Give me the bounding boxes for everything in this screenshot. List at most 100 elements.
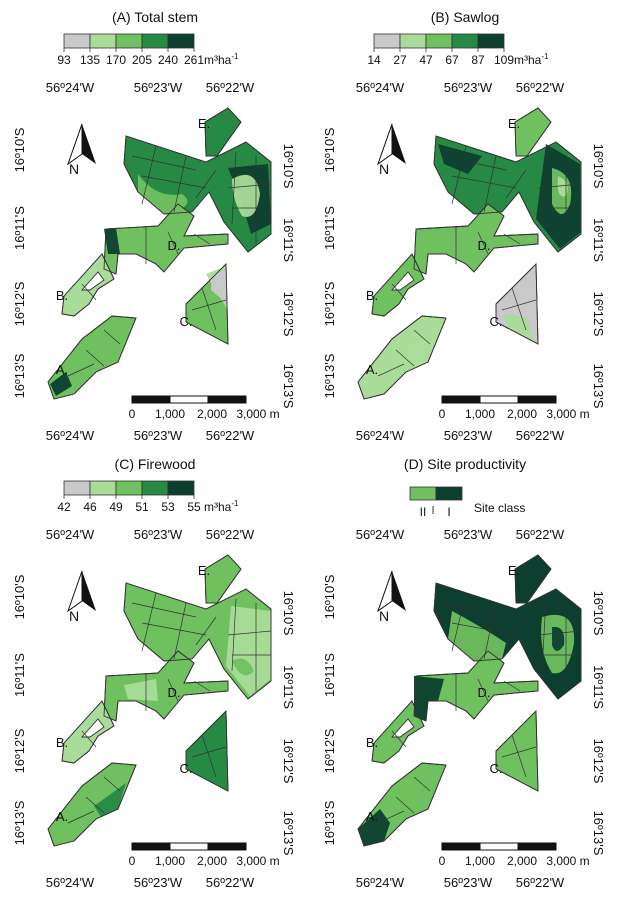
legend-unit: m³ha-1 [204,52,239,67]
latitude-label-right: 16º10'S [281,591,296,636]
north-arrow-icon: N [377,570,407,624]
legend-unit: m³ha-1 [514,52,549,67]
longitude-label-top: 56º24'W [356,527,405,542]
map-panel-4: (D) Site productivity II I Site class 56º24'… [322,456,606,890]
legend-swatch [409,486,437,501]
longitude-label-bottom: 56º24'W [46,875,95,890]
legend-swatch [399,33,427,49]
latitude-label-right: 16º12'S [591,739,606,784]
legend-tick-label: 55 [187,500,201,514]
map-area [357,554,582,847]
north-label: N [379,608,389,624]
legend-tick-label: 87 [471,53,485,67]
value-zone [396,336,428,372]
latitude-label-left: 16º10'S [12,127,27,172]
legend-tick-label: 42 [57,500,71,514]
legend-tick-label: 47 [419,53,433,67]
latitude-label-right: 16º11'S [281,665,296,709]
latitude-label-left: 16º12'S [322,281,337,326]
stand-label: C. [490,314,503,329]
stand-label: D. [168,238,181,253]
scale-bar: 0 1,000 2,000 3,000 m [129,842,280,868]
value-zone [211,269,227,304]
legend-tick-label: 93 [57,53,71,67]
longitude-label-top: 56º24'W [356,80,405,95]
map-area [357,107,582,400]
scale-bar: 0 1,000 2,000 3,000 m [439,395,590,421]
stand-label: D. [478,685,491,700]
latitude-label-left: 16º11'S [12,206,27,250]
latitude-label-left: 16º11'S [322,653,337,697]
stand-label: A. [56,362,68,377]
latitude-label-left: 16º13'S [12,353,27,398]
value-zone [124,679,158,701]
stand-label: C. [180,761,193,776]
value-zone [414,676,444,721]
legend-tick-label: 170 [106,53,126,67]
scale-bar-label: 3,000 m [546,854,589,868]
scale-bar-label: 2,000 [507,407,537,421]
legend-swatch [373,33,401,49]
stand-label: E. [198,563,210,578]
scale-bar-label: 3,000 m [236,407,279,421]
panel-title: (D) Site productivity [404,456,526,472]
legend-swatch [89,480,117,496]
scale-bar-label: 0 [439,407,446,421]
value-zone [438,144,482,174]
longitude-label-top: 56º23'W [134,80,183,95]
stand-label: D. [168,685,181,700]
stand-label: E. [508,116,520,131]
latitude-label-right: 16º13'S [591,364,606,409]
legend-swatch [89,33,117,49]
north-label: N [379,161,389,177]
legend-swatch [63,33,91,49]
latitude-label-right: 16º11'S [591,218,606,262]
value-zone [358,809,390,846]
scale-bar-label: 2,000 [197,407,227,421]
value-zone [104,228,120,254]
north-label: N [69,161,79,177]
latitude-label-left: 16º12'S [12,281,27,326]
latitude-label-right: 16º12'S [281,739,296,784]
stand-label: D. [478,238,491,253]
legend-tick-label: 49 [109,500,123,514]
latitude-label-right: 16º13'S [591,811,606,856]
plot-boundaries [67,145,272,377]
longitude-label-bottom: 56º22'W [516,428,565,443]
scale-bar-label: 3,000 m [236,854,279,868]
longitude-label-bottom: 56º24'W [356,428,405,443]
longitude-label-bottom: 56º23'W [134,428,183,443]
longitude-label-top: 56º23'W [444,80,493,95]
latitude-label-right: 16º13'S [281,364,296,409]
legend-swatch [435,486,463,501]
legend-tick-label: 14 [367,53,381,67]
latitude-label-left: 16º10'S [12,574,27,619]
legend-unit-superscript: -1 [231,52,239,61]
latitude-label-right: 16º10'S [281,144,296,189]
longitude-label-top: 56º22'W [206,527,255,542]
stand-d [103,203,229,275]
scale-bar: 0 1,000 2,000 3,000 m [129,395,280,421]
longitude-label-top: 56º23'W [134,527,183,542]
latitude-label-right: 16º10'S [591,591,606,636]
latitude-label-right: 16º13'S [281,811,296,856]
stand-label: B. [366,735,378,750]
stand-label: E. [508,563,520,578]
longitude-label-bottom: 56º22'W [516,875,565,890]
north-arrow-icon: N [67,123,97,177]
legend-tick-label: 53 [161,500,175,514]
panel-title: (A) Total stem [112,9,198,25]
legend-unit: m³ha-1 [204,499,239,514]
legend-swatch [141,480,169,496]
map-panel-1: (A) Total stem 93 135 170 205 240 261 m³ha-1 56º… [12,9,296,443]
legend: II I Site class [409,486,525,519]
latitude-label-right: 16º11'S [281,218,296,262]
longitude-label-bottom: 56º24'W [46,428,95,443]
legend-tick-label: 51 [135,500,149,514]
legend-tick-label: 205 [132,53,152,67]
scale-bar-label: 1,000 [465,407,495,421]
scale-bar-label: 3,000 m [546,407,589,421]
stand-label: B. [56,288,68,303]
scale-bar-label: 1,000 [465,854,495,868]
